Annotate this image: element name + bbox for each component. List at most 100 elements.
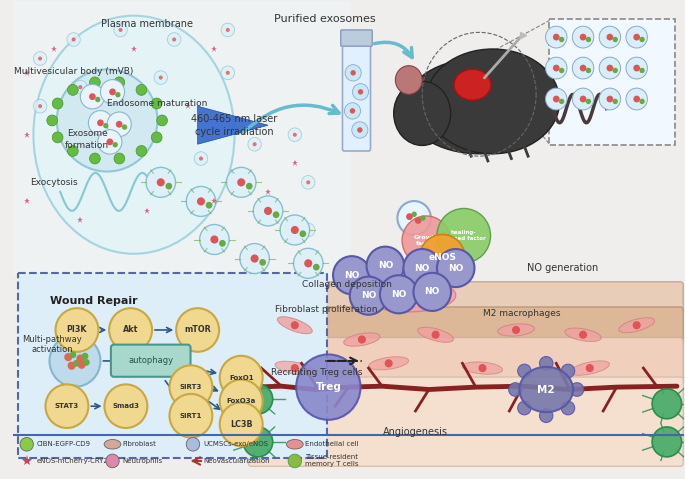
FancyBboxPatch shape bbox=[549, 20, 675, 145]
Circle shape bbox=[357, 127, 362, 133]
Circle shape bbox=[97, 119, 104, 126]
Circle shape bbox=[106, 138, 113, 145]
Circle shape bbox=[606, 65, 613, 71]
Circle shape bbox=[226, 71, 229, 75]
Circle shape bbox=[186, 437, 199, 451]
Circle shape bbox=[353, 84, 369, 100]
Text: Endothelial cell: Endothelial cell bbox=[305, 441, 358, 447]
Text: FoxO1: FoxO1 bbox=[229, 375, 253, 381]
Circle shape bbox=[114, 153, 125, 164]
Circle shape bbox=[220, 356, 262, 399]
Circle shape bbox=[288, 454, 301, 468]
Circle shape bbox=[199, 157, 203, 160]
Circle shape bbox=[612, 99, 618, 104]
Circle shape bbox=[437, 249, 475, 287]
Circle shape bbox=[103, 123, 108, 128]
Circle shape bbox=[352, 122, 368, 138]
Circle shape bbox=[350, 277, 387, 315]
Circle shape bbox=[652, 427, 682, 457]
Circle shape bbox=[345, 103, 360, 119]
Circle shape bbox=[306, 228, 310, 232]
Circle shape bbox=[246, 183, 253, 190]
Text: CIBN-EGFP-CD9: CIBN-EGFP-CD9 bbox=[37, 441, 90, 447]
Circle shape bbox=[579, 331, 587, 339]
Circle shape bbox=[599, 57, 621, 79]
Circle shape bbox=[633, 321, 640, 329]
Circle shape bbox=[73, 80, 87, 94]
Circle shape bbox=[219, 240, 226, 247]
Circle shape bbox=[561, 401, 575, 415]
Ellipse shape bbox=[104, 440, 121, 449]
Circle shape bbox=[151, 132, 162, 143]
Ellipse shape bbox=[394, 81, 451, 146]
Text: mTOR: mTOR bbox=[184, 326, 211, 334]
FancyBboxPatch shape bbox=[249, 307, 683, 344]
Circle shape bbox=[186, 186, 216, 217]
Ellipse shape bbox=[498, 324, 534, 336]
Circle shape bbox=[571, 383, 584, 396]
Circle shape bbox=[107, 112, 132, 137]
Circle shape bbox=[77, 361, 86, 369]
Ellipse shape bbox=[395, 66, 422, 94]
Circle shape bbox=[586, 99, 591, 104]
Circle shape bbox=[350, 108, 355, 114]
Text: Smad3: Smad3 bbox=[112, 403, 140, 409]
Circle shape bbox=[559, 68, 564, 73]
Text: Neutrophils: Neutrophils bbox=[123, 458, 163, 464]
Text: SIRT3: SIRT3 bbox=[179, 384, 202, 390]
Circle shape bbox=[280, 215, 310, 245]
Circle shape bbox=[146, 167, 175, 197]
FancyBboxPatch shape bbox=[340, 30, 372, 46]
Circle shape bbox=[273, 211, 279, 218]
Circle shape bbox=[333, 256, 371, 294]
Ellipse shape bbox=[406, 58, 553, 154]
Circle shape bbox=[606, 34, 613, 41]
Circle shape bbox=[612, 37, 618, 42]
Text: SIRT1: SIRT1 bbox=[179, 413, 202, 419]
Circle shape bbox=[221, 23, 234, 37]
Text: Collagen deposition: Collagen deposition bbox=[301, 280, 391, 289]
Circle shape bbox=[412, 212, 417, 217]
Circle shape bbox=[226, 28, 229, 32]
Circle shape bbox=[634, 65, 640, 71]
Circle shape bbox=[580, 96, 586, 103]
Circle shape bbox=[157, 115, 167, 126]
Circle shape bbox=[112, 142, 118, 148]
Circle shape bbox=[38, 104, 42, 108]
Circle shape bbox=[101, 80, 125, 104]
Circle shape bbox=[122, 125, 127, 130]
Circle shape bbox=[306, 180, 310, 184]
Circle shape bbox=[195, 152, 208, 165]
Circle shape bbox=[89, 93, 96, 100]
Circle shape bbox=[553, 65, 560, 71]
Circle shape bbox=[561, 364, 575, 378]
Circle shape bbox=[45, 384, 88, 428]
FancyBboxPatch shape bbox=[249, 377, 683, 467]
FancyBboxPatch shape bbox=[342, 42, 371, 151]
Circle shape bbox=[580, 34, 586, 41]
Circle shape bbox=[293, 248, 323, 278]
Text: eNOS-mCherry-CRY2: eNOS-mCherry-CRY2 bbox=[37, 458, 108, 464]
Polygon shape bbox=[198, 106, 268, 144]
Circle shape bbox=[80, 84, 104, 109]
Circle shape bbox=[545, 26, 567, 48]
Text: Fibroblast proliferation: Fibroblast proliferation bbox=[275, 306, 377, 315]
Circle shape bbox=[553, 34, 560, 41]
Text: Neovascularization: Neovascularization bbox=[203, 458, 270, 464]
Text: 460-465 nm laser
cycle irradiation: 460-465 nm laser cycle irradiation bbox=[191, 114, 277, 137]
Circle shape bbox=[47, 115, 58, 126]
Ellipse shape bbox=[570, 361, 610, 375]
Circle shape bbox=[88, 111, 112, 135]
FancyBboxPatch shape bbox=[249, 282, 683, 314]
Circle shape bbox=[199, 225, 229, 254]
Circle shape bbox=[291, 226, 299, 234]
Text: Purified exosomes: Purified exosomes bbox=[274, 14, 376, 24]
Text: PI3K: PI3K bbox=[66, 326, 87, 334]
Circle shape bbox=[606, 96, 613, 103]
Text: Akt: Akt bbox=[123, 326, 138, 334]
Circle shape bbox=[49, 335, 101, 387]
Circle shape bbox=[419, 234, 465, 281]
Circle shape bbox=[397, 201, 431, 235]
Circle shape bbox=[540, 409, 553, 422]
Circle shape bbox=[580, 65, 586, 71]
